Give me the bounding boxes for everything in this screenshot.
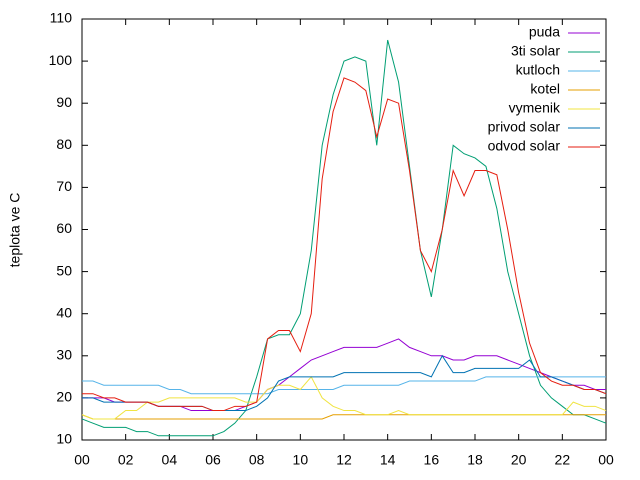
y-tick-label: 20 [56,389,72,405]
x-tick-label: 16 [424,452,440,468]
series-line [81,39,607,437]
y-tick-label: 100 [49,52,73,68]
series-line [81,375,607,420]
legend-label: kutloch [516,62,560,78]
x-tick-label: 12 [336,452,352,468]
y-tick-label: 70 [56,178,72,194]
series-line [82,77,607,412]
legend-label: odvod solar [488,138,561,154]
legend-label: puda [529,24,560,40]
y-tick-label: 110 [50,10,73,26]
y-tick-label: 90 [56,94,72,110]
legend-label: vymenik [509,100,561,116]
x-tick-label: 06 [205,452,221,468]
y-axis-label: teplota ve C [7,193,23,268]
y-tick-label: 40 [56,304,72,320]
x-tick-label: 04 [162,452,178,468]
y-tick-label: 10 [56,431,72,447]
series-line [82,354,607,412]
series-line [82,376,606,395]
series-line [82,338,606,412]
x-tick-label: 00 [74,452,90,468]
x-tick-label: 22 [555,452,571,468]
x-tick-label: 02 [118,452,134,468]
y-tick-label: 60 [56,220,72,236]
legend-label: kotel [530,81,560,97]
y-tick-label: 50 [56,262,72,278]
x-tick-label: 08 [249,452,265,468]
x-tick-label: 14 [380,452,396,468]
y-tick-label: 30 [56,347,72,363]
x-tick-label: 18 [467,452,483,468]
legend-label: privod solar [488,119,561,135]
x-tick-label: 00 [598,452,614,468]
series-line [81,414,606,420]
x-tick-label: 20 [511,452,527,468]
x-tick-label: 10 [293,452,309,468]
y-tick-label: 80 [56,136,72,152]
legend-label: 3ti solar [511,43,560,59]
